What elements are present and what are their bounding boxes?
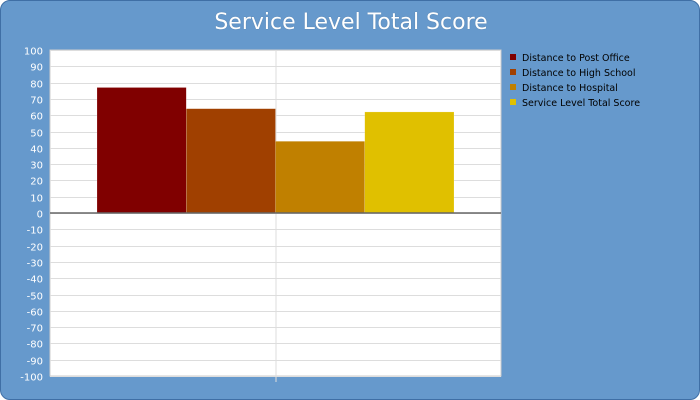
y-tick-label: -70 (27, 324, 43, 335)
bar-distance-to-hospital (275, 141, 365, 214)
legend-label: Service Level Total Score (522, 98, 641, 109)
y-tick-label: -80 (27, 340, 43, 351)
bar-service-level-total-score (364, 111, 455, 214)
y-tick-label: -30 (27, 259, 43, 270)
y-tick-label: 60 (30, 112, 43, 123)
legend-item-hospital: Distance to Hospital (510, 83, 640, 98)
y-tick-label: 0 (37, 210, 43, 221)
legend-swatch (510, 84, 516, 90)
y-tick-labels: -100-90-80-70-60-50-40-30-20-10010203040… (20, 47, 43, 384)
legend-swatch (510, 99, 516, 105)
y-tick-label: -90 (27, 357, 43, 368)
y-tick-label: 40 (30, 145, 43, 156)
y-tick-label: 70 (30, 96, 43, 107)
bars (96, 87, 455, 214)
y-tick-label: -100 (20, 373, 43, 384)
y-tick-label: -10 (27, 226, 43, 237)
y-tick-label: 50 (30, 129, 43, 140)
legend: Distance to Post Office Distance to High… (510, 53, 640, 113)
y-tick-label: 90 (30, 63, 43, 74)
y-tick-label: -20 (27, 243, 43, 254)
legend-label: Distance to High School (522, 68, 636, 79)
y-tick-label: -60 (27, 308, 43, 319)
legend-item-total-score: Service Level Total Score (510, 98, 640, 113)
y-tick-label: 100 (24, 47, 43, 58)
y-tick-label: 80 (30, 80, 43, 91)
legend-swatch (510, 54, 516, 60)
y-tick-label: 20 (30, 177, 43, 188)
y-tick-label: 30 (30, 161, 43, 172)
y-tick-label: 10 (30, 194, 43, 205)
legend-label: Distance to Post Office (522, 53, 630, 64)
y-tick-label: -40 (27, 275, 43, 286)
legend-item-post-office: Distance to Post Office (510, 53, 640, 68)
legend-swatch (510, 69, 516, 75)
chart-title: Service Level Total Score (214, 10, 488, 35)
legend-label: Distance to Hospital (522, 83, 618, 94)
y-tick-label: -50 (27, 292, 43, 303)
bar-distance-to-post-office (96, 87, 187, 214)
bar-distance-to-high-school (186, 108, 276, 214)
legend-item-high-school: Distance to High School (510, 68, 640, 83)
